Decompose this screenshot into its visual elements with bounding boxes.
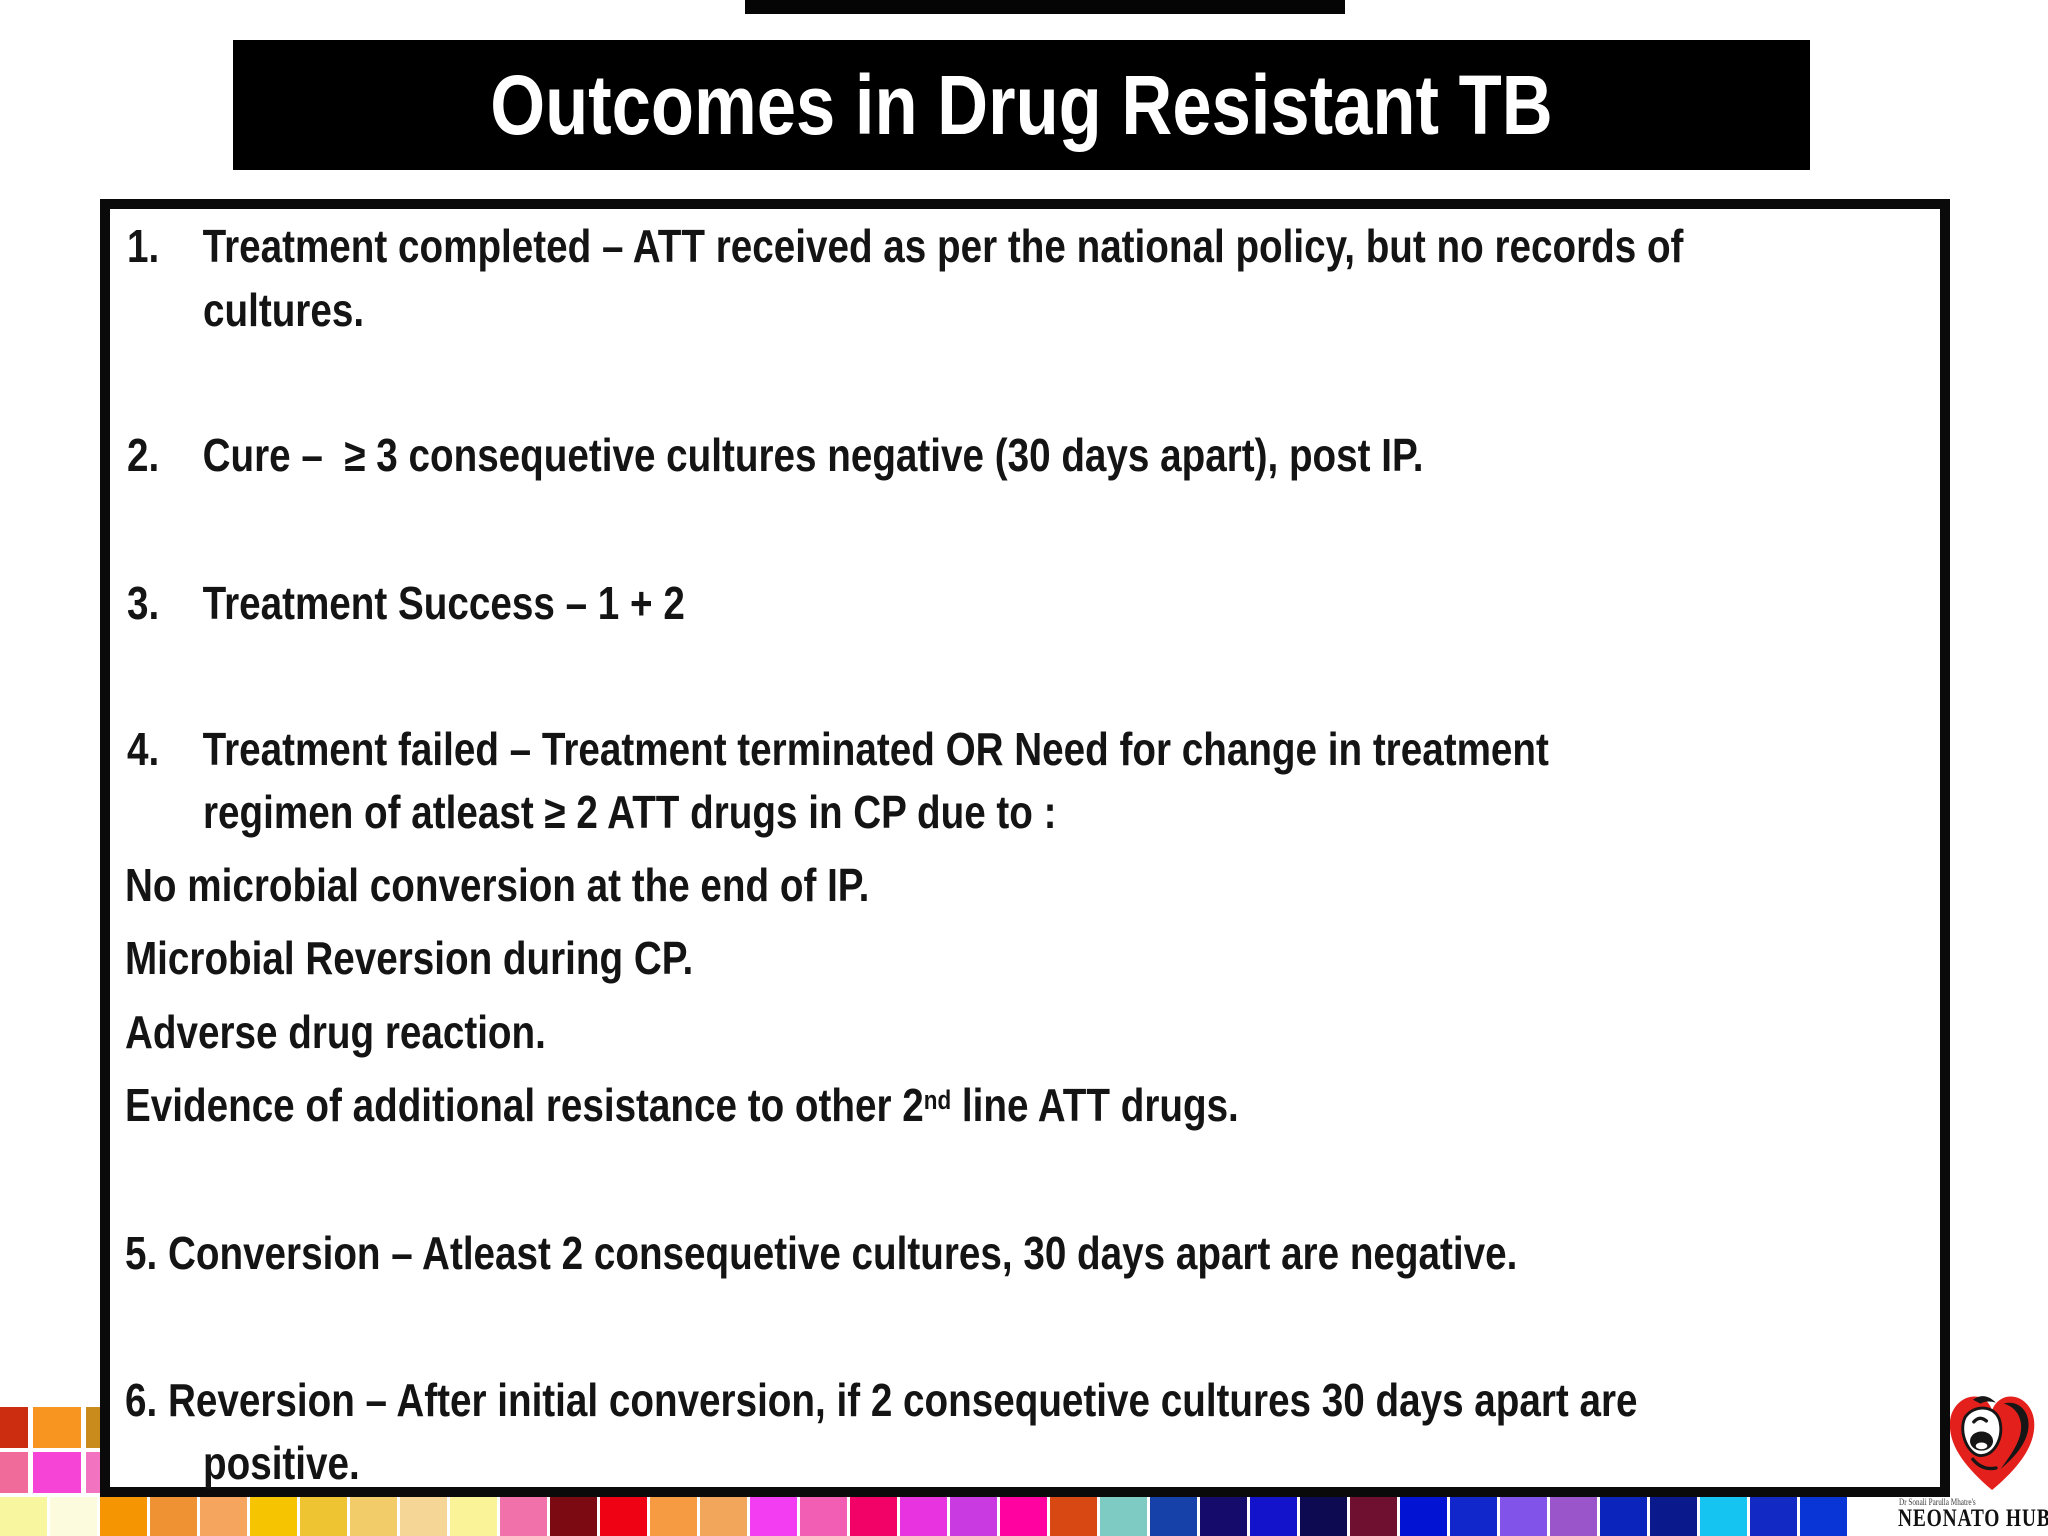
color-swatch	[1150, 1497, 1197, 1536]
color-swatch	[33, 1407, 81, 1448]
list-text: Treatment Success – 1 + 2	[202, 577, 685, 629]
color-swatch	[33, 1452, 81, 1493]
color-swatch	[200, 1497, 247, 1536]
color-swatch	[1700, 1497, 1747, 1536]
color-swatch	[1650, 1497, 1697, 1536]
color-swatch	[1550, 1497, 1597, 1536]
color-swatch	[150, 1497, 197, 1536]
logo-brand-text: NEONATO HUB	[1898, 1505, 2048, 1532]
list-text: line ATT drugs.	[951, 1079, 1239, 1131]
color-swatch	[800, 1497, 847, 1536]
list-text: positive.	[203, 1437, 360, 1489]
list-item-6-line-2: positive.	[203, 1440, 360, 1486]
color-swatch	[250, 1497, 297, 1536]
color-swatch	[1300, 1497, 1347, 1536]
list-number: 3.	[127, 577, 160, 629]
color-swatch	[1000, 1497, 1047, 1536]
neonato-hub-heart-logo-icon	[1949, 1396, 2035, 1491]
color-swatch	[50, 1497, 97, 1536]
top-edge-strip	[745, 0, 1345, 14]
color-swatch	[1450, 1497, 1497, 1536]
color-swatch	[650, 1497, 697, 1536]
list-text: Adverse drug reaction.	[125, 1006, 546, 1058]
color-swatch	[900, 1497, 947, 1536]
list-text: Treatment failed – Treatment terminated …	[202, 723, 1549, 775]
list-text: cultures.	[203, 284, 365, 336]
color-swatch	[1350, 1497, 1397, 1536]
color-swatch	[400, 1497, 447, 1536]
list-text: 5. Conversion – Atleast 2 consequetive c…	[125, 1227, 1518, 1279]
color-swatch	[0, 1452, 28, 1493]
color-swatch	[600, 1497, 647, 1536]
list-item-2: 2. Cure – ≥ 3 consequetive cultures negat…	[127, 432, 1424, 478]
color-swatch	[1800, 1497, 1847, 1536]
content-box	[100, 199, 1950, 1497]
list-text: No microbial conversion at the end of IP…	[125, 859, 870, 911]
color-swatch	[86, 1407, 102, 1448]
color-swatch	[1600, 1497, 1647, 1536]
list-number: 2.	[127, 429, 160, 481]
sub-item-additional-resistance: Evidence of additional resistance to oth…	[125, 1082, 1239, 1128]
color-swatch	[86, 1452, 102, 1493]
color-swatch	[1100, 1497, 1147, 1536]
sub-item-microbial-conversion: No microbial conversion at the end of IP…	[125, 862, 869, 908]
list-item-3: 3. Treatment Success – 1 + 2	[127, 580, 685, 626]
color-swatch	[1200, 1497, 1247, 1536]
list-item-4-line-1: 4. Treatment failed – Treatment terminate…	[127, 726, 1549, 772]
color-swatch	[0, 1407, 28, 1448]
list-text: Treatment completed – ATT received as pe…	[202, 220, 1684, 272]
color-swatch	[1050, 1497, 1097, 1536]
color-swatch	[450, 1497, 497, 1536]
list-number: 1.	[127, 220, 160, 272]
list-item-5: 5. Conversion – Atleast 2 consequetive c…	[125, 1230, 1517, 1276]
color-swatch	[850, 1497, 897, 1536]
color-swatch	[1500, 1497, 1547, 1536]
bottom-color-strip	[0, 1497, 1873, 1536]
color-swatch	[1750, 1497, 1797, 1536]
sub-item-adverse-reaction: Adverse drug reaction.	[125, 1009, 546, 1055]
color-swatch	[100, 1497, 147, 1536]
color-swatch	[1250, 1497, 1297, 1536]
list-text: 6. Reversion – After initial conversion,…	[125, 1374, 1638, 1426]
list-number: 4.	[127, 723, 160, 775]
color-swatch	[550, 1497, 597, 1536]
list-item-1-line-1: 1. Treatment completed – ATT received as …	[127, 223, 1683, 269]
list-text: Evidence of additional resistance to oth…	[125, 1079, 924, 1131]
color-swatch	[700, 1497, 747, 1536]
list-item-4-line-2: regimen of atleast ≥ 2 ATT drugs in CP d…	[203, 789, 1057, 835]
list-text: Cure – ≥ 3 consequetive cultures negativ…	[202, 429, 1424, 481]
color-swatch	[350, 1497, 397, 1536]
color-swatch	[750, 1497, 797, 1536]
list-text: Microbial Reversion during CP.	[125, 932, 694, 984]
list-text: regimen of atleast ≥ 2 ATT drugs in CP d…	[203, 786, 1057, 838]
color-swatch	[950, 1497, 997, 1536]
color-swatch	[500, 1497, 547, 1536]
page-title: Outcomes in Drug Resistant TB	[490, 57, 1553, 152]
list-item-1-line-2: cultures.	[203, 287, 364, 333]
bottom-left-color-grid-row-2	[0, 1452, 102, 1493]
sub-item-microbial-reversion: Microbial Reversion during CP.	[125, 935, 693, 981]
logo-owner-text: Dr Sonali Parulla Mhatre's	[1899, 1497, 1976, 1507]
list-item-6-line-1: 6. Reversion – After initial conversion,…	[125, 1377, 1638, 1423]
bottom-left-color-grid-row-1	[0, 1407, 102, 1448]
color-swatch	[300, 1497, 347, 1536]
superscript-nd: nd	[923, 1085, 952, 1115]
color-swatch	[0, 1497, 47, 1536]
color-swatch	[1400, 1497, 1447, 1536]
title-bar: Outcomes in Drug Resistant TB	[233, 40, 1810, 170]
